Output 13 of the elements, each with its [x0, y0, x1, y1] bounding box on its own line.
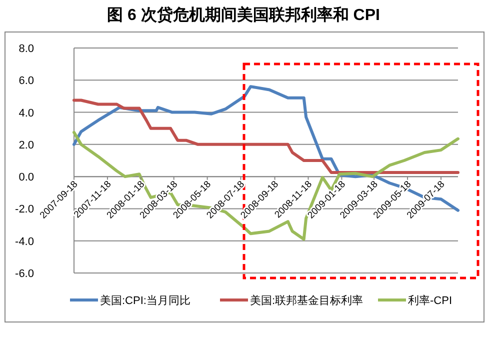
line-series — [72, 98, 460, 174]
y-tick-label: 0.0 — [18, 172, 34, 184]
legend-label: 利率-CPI — [408, 294, 452, 307]
chart-title: 图 6 次贷危机期间美国联邦利率和 CPI — [107, 5, 380, 24]
y-tick-label: 4.0 — [18, 107, 34, 120]
y-tick-label: 2.0 — [18, 139, 34, 152]
y-tick-label: 6.0 — [18, 75, 34, 88]
y-tick-label: 8.0 — [18, 43, 34, 55]
legend-label: 美国:CPI:当月同比 — [100, 294, 190, 307]
y-tick-label: -4.0 — [15, 236, 34, 248]
legend-label: 美国:联邦基金目标利率 — [250, 294, 364, 307]
y-tick-label: -2.0 — [15, 204, 34, 216]
y-tick-label: -6.0 — [15, 268, 34, 280]
